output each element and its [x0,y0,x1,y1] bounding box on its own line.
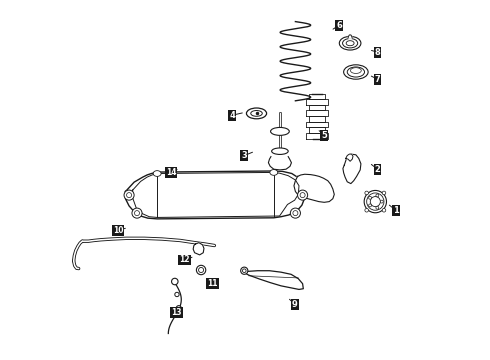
Ellipse shape [343,39,358,48]
Polygon shape [346,154,353,161]
Polygon shape [343,154,361,184]
Text: 7: 7 [374,75,380,84]
Ellipse shape [382,208,386,212]
Polygon shape [294,174,334,202]
Circle shape [291,208,300,218]
Ellipse shape [343,65,368,79]
Ellipse shape [251,111,262,116]
Text: 12: 12 [179,256,190,264]
Ellipse shape [365,208,368,212]
Ellipse shape [198,267,204,273]
Polygon shape [243,271,303,289]
Text: 6: 6 [336,21,342,30]
Ellipse shape [196,265,206,275]
Polygon shape [193,243,204,255]
Text: 9: 9 [292,300,297,309]
Ellipse shape [246,108,267,119]
Circle shape [293,211,298,216]
Ellipse shape [346,41,354,46]
Ellipse shape [270,127,289,135]
Ellipse shape [270,170,278,175]
Ellipse shape [350,68,361,73]
Ellipse shape [172,278,178,285]
Text: 10: 10 [113,226,123,235]
Text: 11: 11 [207,279,218,288]
Ellipse shape [370,197,380,207]
Text: 8: 8 [374,48,380,57]
Circle shape [124,190,134,200]
Text: 1: 1 [393,206,399,215]
Ellipse shape [176,306,181,311]
Ellipse shape [339,36,361,50]
Ellipse shape [365,191,368,195]
Circle shape [368,204,371,207]
Ellipse shape [364,190,387,213]
Circle shape [380,200,383,203]
Circle shape [126,193,132,198]
Circle shape [376,206,379,209]
Circle shape [134,211,140,216]
Text: 13: 13 [172,308,182,317]
Text: 4: 4 [229,111,235,120]
Polygon shape [269,157,292,170]
Ellipse shape [175,292,179,297]
Ellipse shape [241,267,248,274]
Circle shape [297,190,308,200]
Circle shape [376,194,379,197]
Text: 14: 14 [166,168,176,177]
Ellipse shape [153,171,161,176]
Ellipse shape [243,269,246,273]
Ellipse shape [271,148,288,154]
Circle shape [300,193,305,198]
Circle shape [132,208,142,218]
Ellipse shape [347,67,365,77]
Polygon shape [348,35,352,38]
Text: 5: 5 [321,130,327,139]
Ellipse shape [382,191,386,195]
Circle shape [368,196,371,199]
Text: 3: 3 [242,151,247,160]
Ellipse shape [367,193,384,210]
Text: 2: 2 [374,165,380,174]
Polygon shape [125,171,305,219]
